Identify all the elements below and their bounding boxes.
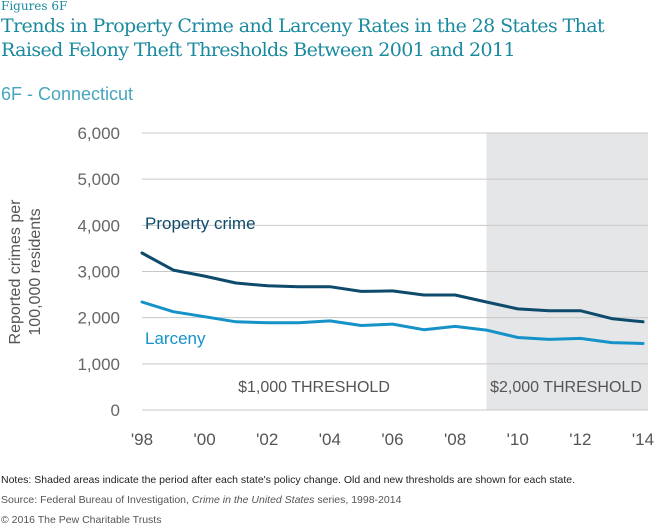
x-tick-label: '02 — [256, 430, 278, 449]
source: Source: Federal Bureau of Investigation,… — [1, 494, 401, 506]
x-tick-label: '04 — [319, 430, 341, 449]
annotation-old-threshold: $1,000 THRESHOLD — [238, 379, 390, 396]
annotation-new-threshold: $2,000 THRESHOLD — [490, 379, 642, 396]
series-lines — [140, 251, 645, 345]
series-label-larceny: Larceny — [145, 329, 206, 348]
line-chart: 0 1,000 2,000 3,000 4,000 5,000 6,000 '98 '00 '0… — [7, 124, 654, 449]
notes: Notes: Shaded areas indicate the period … — [1, 474, 576, 486]
x-tick-label: '14 — [632, 430, 654, 449]
y-axis-label-line-2: 100,000 residents — [27, 208, 44, 335]
y-tick-label: 6,000 — [77, 124, 120, 143]
series-label-property-crime: Property crime — [145, 214, 256, 233]
series-line-larceny — [140, 300, 645, 345]
source-prefix: Source: Federal Bureau of Investigation, — [1, 494, 192, 506]
x-tick-label: '10 — [507, 430, 529, 449]
chart-subtitle: 6F - Connecticut — [1, 84, 134, 104]
y-tick-label: 0 — [111, 401, 120, 420]
y-tick-label: 1,000 — [77, 355, 120, 374]
figure-label: Figures 6F — [1, 0, 68, 13]
source-suffix: series, 1998-2014 — [314, 494, 402, 506]
y-axis-ticks: 0 1,000 2,000 3,000 4,000 5,000 6,000 — [77, 124, 120, 420]
y-tick-label: 4,000 — [77, 216, 120, 235]
y-tick-label: 3,000 — [77, 263, 120, 282]
copyright: © 2016 The Pew Charitable Trusts — [1, 514, 162, 526]
source-title: Crime in the United States — [191, 494, 315, 506]
x-tick-label: '12 — [569, 430, 591, 449]
y-axis-label-line-1: Reported crimes per — [7, 199, 24, 345]
chart-title: Trends in Property Crime and Larceny Rat… — [1, 15, 605, 61]
y-tick-label: 5,000 — [77, 170, 120, 189]
x-tick-label: '98 — [131, 430, 153, 449]
gridlines — [142, 132, 648, 411]
y-tick-label: 2,000 — [77, 309, 120, 328]
series-line-property-crime — [140, 251, 645, 324]
x-tick-label: '08 — [444, 430, 466, 449]
x-tick-label: '06 — [381, 430, 403, 449]
x-tick-label: '00 — [194, 430, 216, 449]
x-axis-ticks: '98 '00 '02 '04 '06 '08 '10 '12 '14 — [131, 430, 654, 449]
